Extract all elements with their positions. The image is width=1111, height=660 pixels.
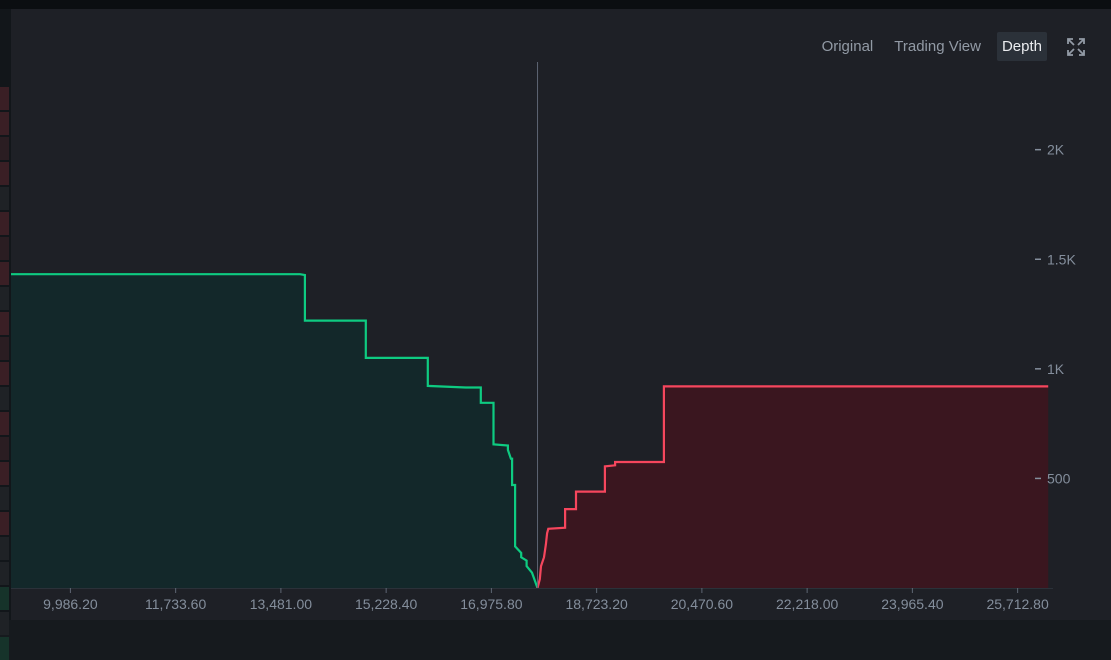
order-book-strip [0,9,11,660]
chart-view-toolbar: Original Trading View Depth [806,32,1087,61]
y-tick-label: 1.5K [1047,251,1076,267]
order-book-cell [0,287,9,310]
order-book-cell [0,612,9,635]
order-book-cell [0,587,9,610]
x-tick-label: 13,481.00 [250,596,312,612]
order-book-cell [0,312,9,335]
order-book-cell [0,87,9,110]
y-tick-label: 500 [1047,470,1071,486]
order-book-cell [0,162,9,185]
order-book-cell [0,462,9,485]
order-book-cell [0,637,9,660]
y-tick-label: 2K [1047,142,1065,158]
top-border [0,0,1111,9]
x-tick-label: 22,218.00 [776,596,838,612]
expand-icon[interactable] [1065,36,1087,58]
x-tick-label: 18,723.20 [565,596,627,612]
order-book-cell [0,262,9,285]
order-book-cell [0,187,9,210]
order-book-cell [0,412,9,435]
order-book-cell [0,437,9,460]
x-tick-label: 20,470.60 [671,596,733,612]
tab-trading-view[interactable]: Trading View [894,38,981,55]
x-tick-label: 16,975.80 [460,596,522,612]
tab-depth[interactable]: Depth [996,32,1047,61]
order-book-cell [0,237,9,260]
order-book-cell [0,387,9,410]
order-book-cell [0,212,9,235]
order-book-cell [0,562,9,585]
x-tick-label: 9,986.20 [43,596,98,612]
order-book-cell [0,537,9,560]
ask-depth-area [537,386,1049,588]
order-book-cell [0,112,9,135]
order-book-cell [0,337,9,360]
ask-depth-line [536,385,1049,589]
tab-original[interactable]: Original [821,38,874,55]
order-book-cell [0,487,9,510]
bid-depth-line [11,273,539,589]
depth-chart: 9,986.20 11,733.60 13,481.00 15,228.40 16,97… [11,62,1076,612]
depth-chart-panel: 9,986.20 11,733.60 13,481.00 15,228.40 16,97… [11,9,1111,620]
order-book-cell [0,137,9,160]
order-book-cell [0,512,9,535]
x-tick-label: 11,733.60 [145,596,206,612]
x-tick-label: 15,228.40 [355,596,417,612]
x-tick-label: 25,712.80 [986,596,1048,612]
y-tick-label: 1K [1047,361,1065,377]
order-book-cell [0,362,9,385]
x-tick-label: 23,965.40 [881,596,943,612]
bid-depth-area [11,274,538,588]
